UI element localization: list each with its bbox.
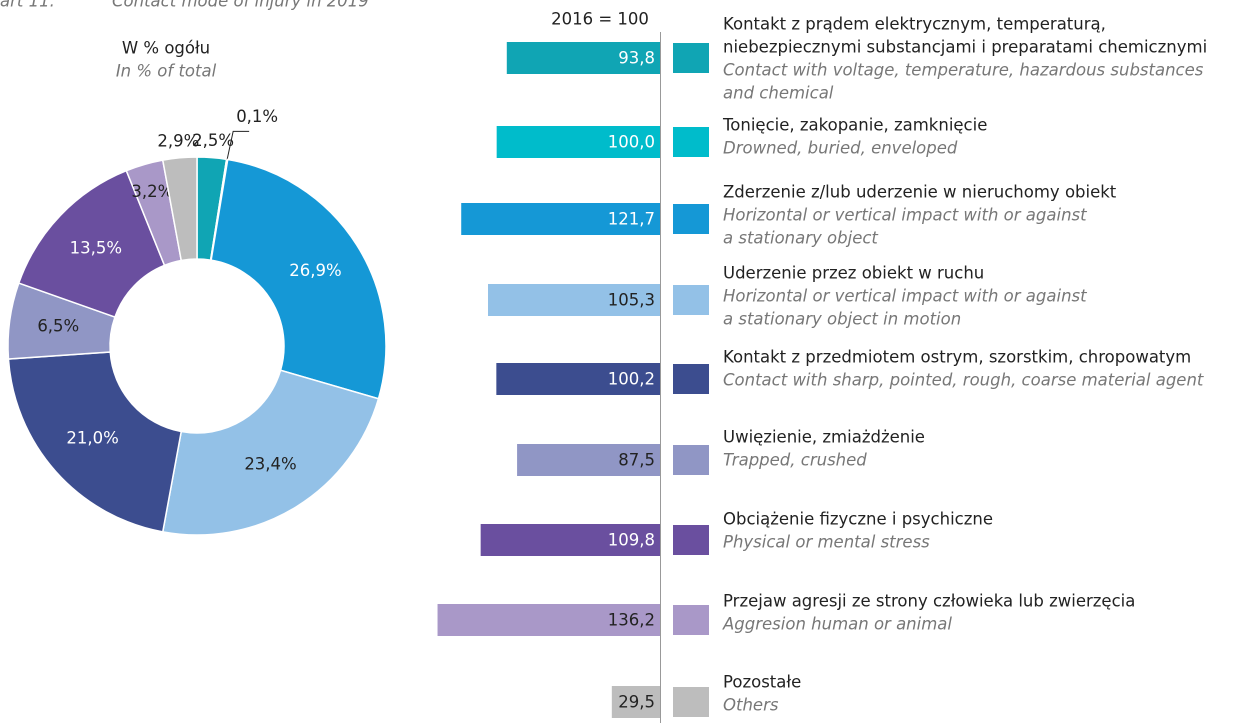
bar-value-label: 121,7	[608, 210, 655, 229]
legend-label-en: Horizontal or vertical impact with or ag…	[723, 206, 1087, 225]
donut-label: 21,0%	[66, 429, 118, 448]
donut-label: 2,9%	[157, 131, 199, 150]
bar	[461, 203, 660, 235]
legend-swatch	[673, 364, 709, 394]
legend-label: Pozostałe	[723, 673, 801, 692]
bar	[611, 686, 660, 718]
legend-label-en: Aggresion human or animal	[722, 615, 952, 634]
legend-label: Tonięcie, zakopanie, zamknięcie	[722, 116, 987, 135]
chart-label: Chart 11.	[0, 0, 55, 11]
bar	[496, 126, 660, 158]
donut-label: 26,9%	[289, 261, 341, 280]
legend-swatch	[673, 204, 709, 234]
legend-label-en: Drowned, buried, enveloped	[723, 139, 958, 158]
legend-swatch	[673, 605, 709, 635]
legend-label: Przejaw agresji ze strony człowieka lub …	[723, 592, 1135, 611]
leader-line	[226, 130, 250, 160]
donut-label: 6,5%	[37, 317, 79, 336]
legend-label-en: a stationary object	[723, 229, 878, 248]
legend-swatch	[673, 43, 709, 73]
legend-swatch	[673, 525, 709, 555]
legend-swatch	[673, 127, 709, 157]
legend-label: Uwięzienie, zmiażdżenie	[723, 428, 925, 447]
legend-label-en: Horizontal or vertical impact with or ag…	[723, 287, 1087, 306]
bar-value-label: 109,8	[608, 531, 655, 550]
legend-label: Kontakt z przedmiotem ostrym, szorstkim,…	[723, 348, 1191, 367]
legend-label: niebezpiecznymi substancjami i preparata…	[723, 38, 1207, 57]
bar	[496, 363, 660, 395]
legend-label-en: and chemical	[723, 84, 834, 103]
bar-value-label: 29,5	[618, 693, 655, 712]
bar	[480, 524, 660, 556]
donut-label: 3,2%	[131, 182, 173, 201]
legend-label: Obciążenie fizyczne i psychiczne	[723, 510, 993, 529]
donut-slice	[161, 369, 380, 536]
donut-slice	[210, 158, 387, 400]
bar	[437, 604, 660, 636]
bar	[488, 284, 660, 316]
donut-label: 13,5%	[70, 239, 122, 258]
legend-swatch	[673, 687, 709, 717]
pie-subtitle: In % of total	[116, 62, 217, 81]
donut-label: 2,5%	[192, 131, 234, 150]
legend-label-en: Contact with sharp, pointed, rough, coar…	[723, 371, 1204, 390]
donut-slice	[161, 156, 198, 262]
bar-value-label: 136,2	[608, 611, 655, 630]
legend-label: Zderzenie z/lub uderzenie w nieruchomy o…	[723, 183, 1117, 202]
legend-label-en: Physical or mental stress	[723, 533, 930, 552]
legend-swatch	[673, 285, 709, 315]
bar-value-label: 100,0	[608, 133, 655, 152]
bar	[517, 444, 660, 476]
legend-label-en: a stationary object in motion	[723, 310, 961, 329]
donut-label: 0,1%	[236, 107, 278, 126]
donut-slice	[7, 351, 183, 533]
bar-value-label: 87,5	[618, 451, 655, 470]
bar	[506, 42, 660, 74]
bar-value-label: 105,3	[608, 291, 655, 310]
chart-title: Contact mode of injury in 2019	[112, 0, 369, 11]
bar-title: 2016 = 100	[551, 10, 649, 29]
legend-label: Kontakt z prądem elektrycznym, temperatu…	[723, 15, 1106, 34]
pie-title: W % ogółu	[122, 39, 210, 58]
legend-label-en: Trapped, crushed	[723, 451, 867, 470]
legend-label-en: Others	[723, 696, 779, 715]
legend-label: Uderzenie przez obiekt w ruchu	[723, 264, 984, 283]
legend-swatch	[673, 445, 709, 475]
legend-label-en: Contact with voltage, temperature, hazar…	[723, 61, 1204, 80]
bar-value-label: 93,8	[618, 49, 655, 68]
bar-value-label: 100,2	[608, 370, 655, 389]
donut-label: 23,4%	[244, 455, 296, 474]
